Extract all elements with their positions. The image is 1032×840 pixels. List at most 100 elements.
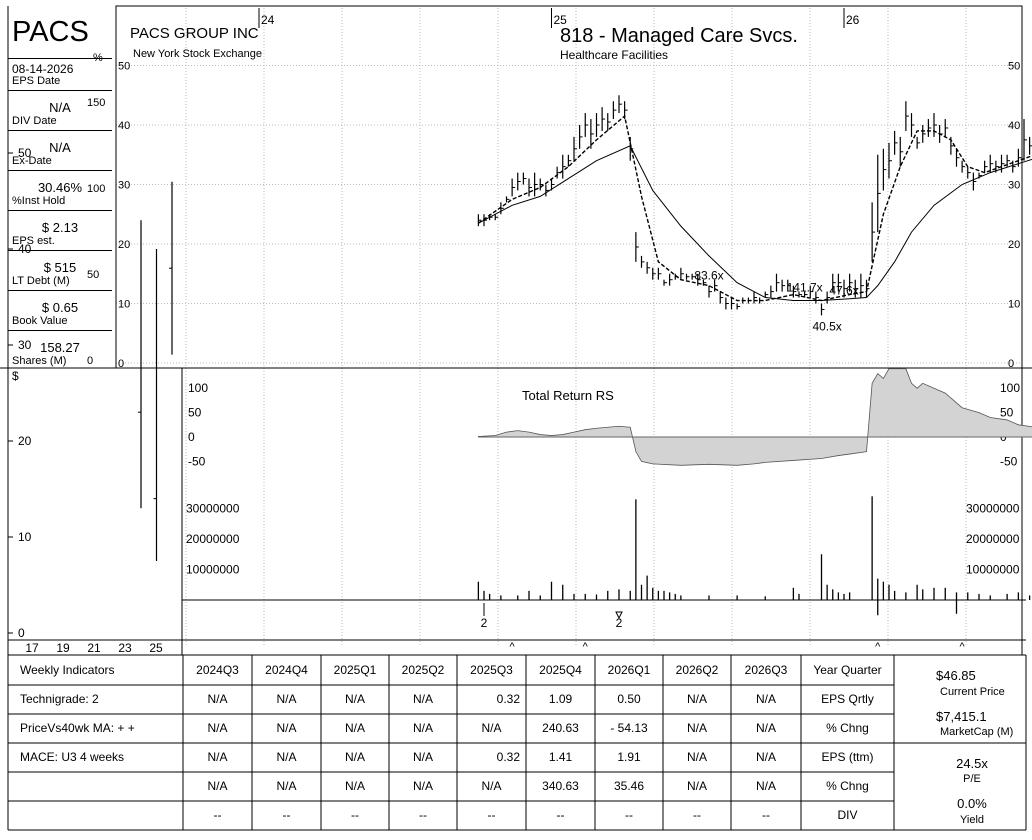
- sidebar-stat-value: $ 0.65: [41, 300, 79, 315]
- table-cell: N/A: [686, 750, 707, 764]
- table-cell: --: [351, 808, 359, 822]
- table-cell: N/A: [481, 779, 502, 793]
- sidebar-stat-value: 08-14-2026: [12, 62, 74, 76]
- table-cell: N/A: [276, 750, 297, 764]
- rs-tick-left: 100: [188, 381, 208, 395]
- pct-tick: 50: [87, 269, 99, 281]
- industry-name: Healthcare Facilities: [560, 48, 668, 62]
- price-tick-right: 30: [1008, 180, 1020, 192]
- sidebar-stat-label: Book Value: [12, 315, 68, 327]
- table-cell: --: [556, 808, 565, 822]
- table-cell: N/A: [755, 750, 776, 764]
- sidebar-stat: N/A Ex-Date: [8, 130, 112, 169]
- sidebar-stat-value: $ 515: [43, 260, 77, 275]
- sidebar-stat-label: EPS Date: [12, 75, 61, 87]
- table-header: 2025Q3: [470, 663, 513, 677]
- price-tick-right: 20: [1008, 239, 1020, 251]
- price-tick-right: 40: [1008, 120, 1020, 132]
- sidebar-stat-label: LT Debt (M): [12, 275, 70, 287]
- table-cell: N/A: [686, 721, 707, 735]
- rs-tick-right: -50: [1000, 454, 1018, 468]
- sidebar-stat-label: Shares (M): [12, 355, 67, 367]
- table-header: 2026Q2: [675, 663, 719, 677]
- pe-annotation: 141.7x: [787, 281, 823, 295]
- price-tick-left: 40: [118, 120, 130, 132]
- table-cell: N/A: [412, 692, 433, 706]
- table-cell: N/A: [686, 692, 707, 706]
- price-tick-left: 10: [118, 299, 130, 311]
- table-cell: N/A: [344, 721, 365, 735]
- table-cell: --: [213, 808, 222, 822]
- table-header: 2025Q4: [539, 663, 582, 677]
- price-tick-left: 50: [118, 61, 130, 73]
- sidebar-stat-value: 158.27: [40, 340, 80, 355]
- table-cell: N/A: [755, 692, 776, 706]
- sidebar-stat: 158.27 Shares (M): [8, 330, 112, 369]
- pe-annotation: 47.6x: [829, 284, 858, 298]
- mini-x-tick: 25: [149, 641, 163, 655]
- mini-y-tick: 30: [18, 338, 32, 352]
- price-tick-right: 10: [1008, 299, 1020, 311]
- table-cell: 1.91: [617, 750, 641, 764]
- rs-tick-right: 100: [1000, 381, 1020, 395]
- sidebar-stat: 08-14-2026 EPS Date: [8, 58, 112, 97]
- event-marker: 2: [481, 616, 488, 630]
- summary-label: P/E: [963, 773, 981, 785]
- table-header: 2025Q1: [333, 663, 377, 677]
- row-label: MACE: U3 4 weeks: [20, 750, 125, 764]
- table-cell: - 54.13: [610, 721, 648, 735]
- summary-label: MarketCap (M): [940, 726, 1014, 738]
- sidebar-stat-value: 30.46%: [37, 180, 83, 195]
- price-tick-left: 20: [118, 239, 130, 251]
- table-cell: N/A: [276, 692, 297, 706]
- table-cell: 240.63: [542, 721, 579, 735]
- table-cell: 1.09: [548, 692, 573, 706]
- year-label: 26: [846, 13, 860, 27]
- ticker-symbol: PACS: [12, 16, 89, 48]
- table-cell: --: [419, 808, 427, 822]
- table-metric: % Chng: [826, 721, 869, 735]
- caret-marker: ^: [960, 641, 966, 653]
- rs-title: Total Return RS: [522, 388, 614, 403]
- table-header: 2025Q2: [401, 663, 445, 677]
- mini-x-tick: 23: [118, 641, 132, 655]
- table-cell: N/A: [412, 721, 433, 735]
- industry-group: 818 - Managed Care Svcs.: [560, 25, 798, 47]
- sidebar-stat-value: N/A: [49, 100, 71, 115]
- vol-tick-left: 10000000: [186, 563, 240, 577]
- table-title: Weekly Indicators: [20, 663, 115, 677]
- sidebar-stat: $ 2.13 EPS est.: [8, 210, 112, 249]
- sidebar-stat-label: EPS est.: [12, 235, 55, 247]
- table-cell: N/A: [207, 692, 228, 706]
- table-cell: 0.32: [496, 750, 520, 764]
- sidebar-stat-label: %Inst Hold: [12, 195, 66, 207]
- table-cell: N/A: [207, 779, 228, 793]
- table-cell: N/A: [276, 779, 297, 793]
- table-cell: N/A: [412, 750, 433, 764]
- mini-x-tick: 17: [25, 641, 39, 655]
- mini-y-tick: 0: [18, 626, 25, 640]
- ma40-line: [478, 145, 1032, 302]
- sidebar-stat: N/A DIV Date: [8, 90, 112, 129]
- rs-tick-left: 50: [188, 406, 202, 420]
- vol-tick-right: 20000000: [966, 532, 1020, 546]
- table-cell: N/A: [276, 721, 297, 735]
- pct-tick: 150: [87, 97, 105, 109]
- sidebar-stat: $ 515 LT Debt (M): [8, 250, 112, 289]
- mini-dollar-symbol: $: [12, 369, 19, 383]
- mini-x-tick: 19: [56, 641, 70, 655]
- table-cell: --: [282, 808, 291, 822]
- row-label: Technigrade: 2: [20, 692, 99, 706]
- vol-tick-right: 10000000: [966, 563, 1020, 577]
- table-header: 2024Q4: [265, 663, 308, 677]
- table-cell: N/A: [344, 779, 365, 793]
- event-marker: 2: [616, 616, 623, 630]
- table-metric: EPS Qrtly: [821, 692, 874, 706]
- year-label: 24: [261, 13, 275, 27]
- summary-value: 0.0%: [957, 796, 987, 811]
- year-label: 25: [554, 13, 568, 27]
- summary-label: Yield: [959, 814, 985, 826]
- table-cell: 0.32: [496, 692, 520, 706]
- sidebar-stat-label: Ex-Date: [12, 155, 52, 167]
- table-cell: N/A: [344, 692, 365, 706]
